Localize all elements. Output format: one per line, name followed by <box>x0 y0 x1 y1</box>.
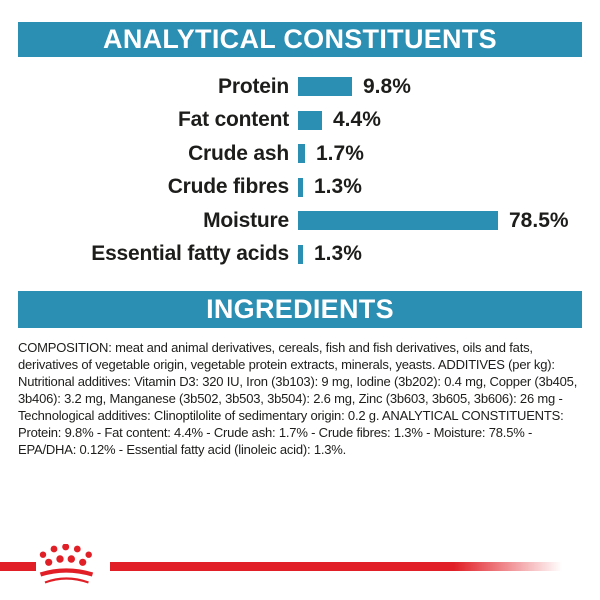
chart-value-label: 78.5% <box>509 208 569 232</box>
composition-text: COMPOSITION: meat and animal derivatives… <box>18 340 578 457</box>
chart-row-moisture: Moisture 78.5% <box>0 204 600 238</box>
ingredients-banner: INGREDIENTS <box>18 291 582 328</box>
chart-bar <box>298 211 498 231</box>
chart-value-label: 1.3% <box>314 175 362 199</box>
chart-category-label: Crude ash <box>188 141 289 165</box>
chart-bar <box>298 110 322 130</box>
brand-stripe-left <box>0 562 36 571</box>
chart-category-label: Fat content <box>178 108 289 132</box>
analytical-constituents-title: ANALYTICAL CONSTITUENTS <box>103 24 497 54</box>
chart-bar <box>298 177 303 197</box>
chart-category-label: Essential fatty acids <box>91 242 289 266</box>
brand-stripe-right <box>110 562 562 571</box>
chart-bar <box>298 244 303 264</box>
chart-row-essential-fatty-acids: Essential fatty acids 1.3% <box>0 238 600 272</box>
chart-row-crude-ash: Crude ash 1.7% <box>0 137 600 171</box>
chart-value-label: 9.8% <box>363 74 411 98</box>
chart-row-protein: Protein 9.8% <box>0 70 600 104</box>
chart-bar <box>298 144 305 164</box>
chart-value-label: 4.4% <box>333 108 381 132</box>
chart-value-label: 1.3% <box>314 242 362 266</box>
royal-canin-crown-icon <box>39 544 94 584</box>
chart-value-label: 1.7% <box>316 141 364 165</box>
analytical-constituents-banner: ANALYTICAL CONSTITUENTS <box>18 22 582 57</box>
chart-category-label: Crude fibres <box>167 175 289 199</box>
chart-row-fat-content: Fat content 4.4% <box>0 104 600 138</box>
analytical-constituents-chart: Protein 9.8% Fat content 4.4% Crude ash … <box>0 70 600 271</box>
chart-row-crude-fibres: Crude fibres 1.3% <box>0 171 600 205</box>
ingredients-title: INGREDIENTS <box>206 294 394 324</box>
chart-category-label: Moisture <box>203 208 289 232</box>
chart-category-label: Protein <box>218 74 289 98</box>
chart-bar <box>298 77 352 97</box>
